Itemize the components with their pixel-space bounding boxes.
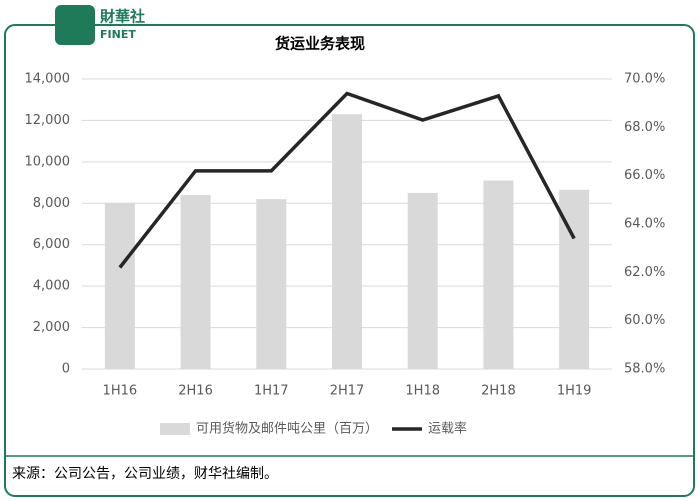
y-tick-label: 2,000 xyxy=(33,320,70,335)
y2-tick-label: 62.0% xyxy=(624,265,665,280)
y2-tick-label: 60.0% xyxy=(624,313,665,328)
bar xyxy=(332,114,362,369)
x-tick-label: 2H16 xyxy=(178,384,213,399)
bar xyxy=(256,199,287,369)
bar xyxy=(483,180,514,369)
logo-mark xyxy=(55,5,95,45)
legend-swatch xyxy=(160,423,190,435)
legend-label: 运载率 xyxy=(428,421,467,437)
y2-tick-label: 58.0% xyxy=(624,362,665,377)
y-tick-label: 10,000 xyxy=(25,154,71,169)
logo-sub: FINET xyxy=(100,28,136,41)
y2-tick-label: 66.0% xyxy=(624,168,665,183)
bar xyxy=(104,203,135,369)
x-tick-label: 1H16 xyxy=(103,384,138,399)
y-tick-label: 4,000 xyxy=(33,279,70,294)
logo-name: 財華社 xyxy=(99,8,145,26)
y-tick-label: 12,000 xyxy=(25,113,71,128)
y-tick-label: 8,000 xyxy=(33,196,70,211)
y2-tick-label: 64.0% xyxy=(624,217,665,232)
x-tick-label: 1H17 xyxy=(254,384,289,399)
bar xyxy=(180,195,211,369)
y-tick-label: 6,000 xyxy=(33,237,70,252)
x-tick-label: 1H19 xyxy=(557,384,592,399)
x-tick-label: 2H17 xyxy=(330,384,365,399)
chart-title: 货运业务表现 xyxy=(275,35,365,53)
bar xyxy=(407,192,438,369)
y-tick-label: 14,000 xyxy=(25,72,71,87)
legend-label: 可用货物及邮件吨公里（百万） xyxy=(196,421,378,437)
y2-tick-label: 70.0% xyxy=(624,72,665,87)
y-tick-label: 0 xyxy=(62,362,70,377)
source-note: 来源：公司公告，公司业绩，财华社编制。 xyxy=(12,466,278,482)
line xyxy=(118,91,576,269)
x-tick-label: 1H18 xyxy=(405,384,440,399)
y2-tick-label: 68.0% xyxy=(624,120,665,135)
x-tick-label: 2H18 xyxy=(481,384,516,399)
